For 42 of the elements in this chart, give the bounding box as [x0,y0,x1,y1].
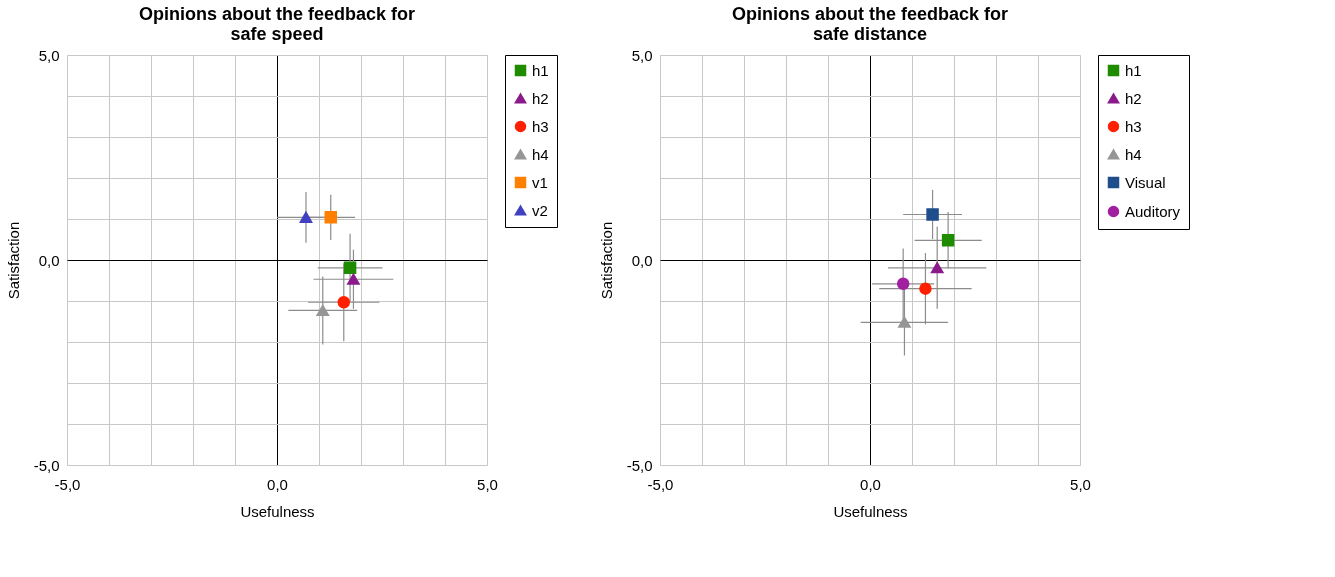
legend-label: h2 [532,89,549,107]
y-tick-label: -5,0 [626,456,653,474]
chart-title: Opinions about the feedback for safe distance [731,4,1009,44]
point [926,208,939,221]
legend-label: h2 [1125,89,1142,107]
point [896,277,910,291]
point [898,316,911,328]
legend-label: h4 [1125,145,1142,163]
legend-label: Visual [1125,173,1166,191]
point [347,273,360,285]
point [337,296,351,309]
y-tick-label: 5,0 [38,46,60,64]
y-axis-title: Satisfaction [4,221,22,300]
x-axis-title: Usefulness [833,502,908,520]
legend-label: Auditory [1125,202,1181,220]
x-tick-label: -5,0 [647,475,674,493]
y-tick-label: 0,0 [631,251,653,269]
x-tick-label: 5,0 [477,475,498,493]
y-tick-label: 0,0 [38,251,60,269]
x-tick-label: 0,0 [267,475,288,493]
point [919,282,932,295]
y-tick-label: -5,0 [33,456,60,474]
point [299,211,313,223]
chart-title: Opinions about the feedback for safe speed [138,4,416,44]
legend-label: h1 [1125,61,1142,79]
y-tick-label: 5,0 [631,46,653,64]
legend-label: v1 [532,173,548,191]
x-axis-title: Usefulness [240,502,315,520]
x-tick-label: 0,0 [860,475,881,493]
point [343,261,357,275]
point [930,262,944,274]
legend-label: h3 [1125,117,1142,135]
point [316,304,330,316]
legend-label: h3 [532,117,549,135]
point [324,211,337,224]
legend-label: h4 [532,145,549,163]
x-tick-label: 5,0 [1070,475,1091,493]
y-axis-title: Satisfaction [597,221,615,300]
legend-label: v2 [532,201,548,219]
legend-label: h1 [532,61,549,79]
point [941,234,955,247]
x-tick-label: -5,0 [54,475,81,493]
